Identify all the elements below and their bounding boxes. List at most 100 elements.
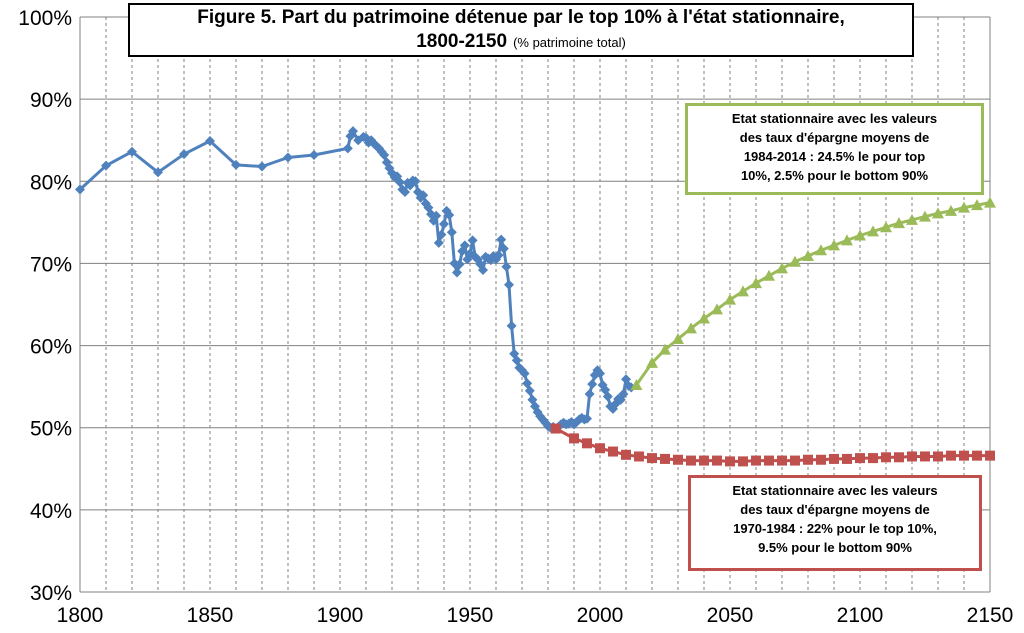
data-point-diamond	[493, 250, 504, 261]
data-point-diamond	[153, 167, 163, 178]
data-point-triangle	[630, 379, 643, 390]
data-point-triangle	[685, 322, 697, 334]
data-point-triangle	[659, 343, 671, 355]
data-point-triangle	[828, 239, 840, 251]
data-point-triangle	[815, 244, 827, 256]
x-tick-label: 1850	[187, 604, 234, 627]
series-historical	[75, 126, 637, 434]
y-tick-label: 40%	[30, 500, 72, 523]
series-line-historical	[78, 129, 633, 430]
data-point-diamond	[454, 259, 465, 270]
axes	[79, 17, 991, 593]
data-point-square	[803, 454, 813, 465]
data-point-square	[550, 423, 561, 434]
data-point-square	[985, 450, 995, 461]
data-point-diamond	[582, 413, 592, 424]
tick-labels: 30% 40% 50% 60% 70% 80% 90% 100% 1800 1850 1900 195…	[18, 7, 1013, 627]
data-point-diamond	[524, 385, 535, 396]
data-point-triangle	[984, 196, 996, 208]
data-point-square	[699, 455, 709, 466]
data-point-diamond	[410, 176, 421, 187]
data-point-triangle	[724, 293, 736, 305]
data-point-square	[946, 450, 956, 461]
data-point-triangle	[854, 229, 866, 241]
data-point-diamond	[584, 389, 595, 400]
data-point-triangle	[880, 221, 892, 233]
data-point-square	[595, 443, 605, 454]
data-point-diamond	[444, 209, 455, 220]
data-point-square	[777, 455, 787, 466]
y-tick-label: 30%	[30, 582, 72, 605]
chart-subtitle: (% patrimoine total)	[513, 35, 626, 50]
annotation-red-line: Etat stationnaire avec les valeurs	[732, 483, 938, 498]
y-tick-label: 60%	[30, 336, 72, 359]
data-point-square	[621, 449, 631, 460]
data-point-square	[673, 454, 683, 465]
y-tick-label: 70%	[30, 253, 72, 276]
data-point-triangle	[698, 312, 710, 324]
data-point-diamond	[595, 368, 605, 379]
series-line-green	[635, 201, 991, 386]
data-point-square	[842, 453, 852, 464]
annotation-green-line: 1984-2014 : 24.5% le pour top	[743, 149, 926, 164]
data-point-diamond	[478, 265, 488, 275]
data-point-diamond	[418, 190, 429, 201]
annotation-red: Etat stationnaire avec les valeurs des t…	[688, 475, 982, 571]
x-tick-label: 2000	[577, 604, 624, 627]
data-point-diamond	[618, 389, 629, 400]
data-point-diamond	[231, 159, 241, 170]
y-tick-label: 90%	[30, 89, 72, 112]
annotation-red-line: des taux d'épargne moyens de	[740, 502, 930, 517]
data-point-diamond	[75, 184, 85, 195]
data-point-square	[647, 453, 657, 464]
series-group	[75, 126, 996, 467]
data-point-square	[634, 451, 644, 462]
series-green	[630, 196, 996, 390]
data-point-diamond	[459, 240, 470, 251]
data-point-triangle	[971, 199, 983, 211]
data-point-triangle	[945, 204, 957, 216]
x-tick-label: 2050	[707, 604, 754, 627]
data-point-triangle	[906, 213, 918, 225]
data-point-square	[790, 455, 800, 466]
data-point-diamond	[501, 261, 512, 272]
data-point-square	[829, 453, 839, 464]
data-point-square	[972, 450, 982, 461]
data-point-diamond	[179, 149, 189, 160]
data-point-triangle	[893, 217, 905, 229]
data-point-square	[868, 453, 878, 464]
data-point-diamond	[431, 210, 442, 221]
data-point-triangle	[737, 285, 749, 297]
data-point-diamond	[506, 320, 517, 331]
data-point-diamond	[101, 160, 111, 171]
data-point-triangle	[867, 225, 879, 237]
data-point-diamond	[498, 243, 509, 254]
data-point-diamond	[587, 379, 598, 390]
data-point-diamond	[446, 227, 457, 238]
chart-title: Figure 5. Part du patrimoine détenue par…	[197, 7, 845, 28]
data-point-diamond	[257, 161, 267, 172]
data-point-triangle	[932, 207, 944, 219]
data-point-square	[712, 455, 722, 466]
data-point-diamond	[342, 143, 353, 154]
data-point-diamond	[504, 279, 514, 290]
data-point-diamond	[467, 235, 478, 246]
annotation-red-line: 9.5% pour le bottom 90%	[758, 540, 912, 555]
annotation-green: Etat stationnaire avec les valeurs des t…	[685, 103, 984, 195]
data-point-triangle	[763, 269, 775, 281]
data-point-diamond	[602, 391, 613, 402]
data-point-square	[816, 454, 826, 465]
x-tick-label: 2100	[837, 604, 884, 627]
data-point-square	[751, 455, 761, 466]
data-point-triangle	[789, 255, 801, 267]
data-point-diamond	[496, 234, 507, 245]
data-point-diamond	[283, 152, 293, 163]
data-point-triangle	[919, 210, 931, 222]
data-point-diamond	[433, 237, 444, 248]
data-point-square	[855, 453, 865, 464]
data-point-triangle	[958, 201, 970, 213]
data-point-diamond	[452, 267, 462, 278]
data-point-triangle	[711, 303, 723, 315]
data-point-triangle	[750, 277, 762, 289]
series-red	[550, 423, 995, 467]
